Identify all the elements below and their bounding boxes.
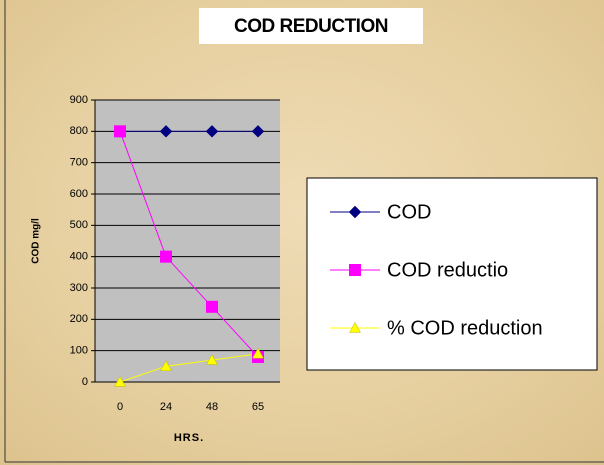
legend-marker [348, 205, 362, 219]
x-tick-label: 0 [117, 401, 123, 413]
title-box [199, 8, 423, 44]
y-tick-label: 300 [70, 282, 88, 294]
triangle-marker [114, 375, 126, 387]
y-tick-label: 500 [70, 219, 88, 231]
legend-marker [349, 321, 361, 333]
y-tick-label: 600 [70, 188, 88, 200]
diamond-marker [205, 125, 219, 138]
diamond-marker [159, 125, 173, 138]
legend-marker [349, 264, 361, 276]
y-tick-label: 700 [70, 157, 88, 169]
chart-title: COD REDUCTION [234, 16, 388, 37]
legend-label: COD [387, 201, 431, 223]
triangle-marker [206, 354, 218, 365]
diamond-marker [251, 125, 265, 138]
square-marker [206, 300, 218, 313]
y-tick-label: 200 [70, 313, 88, 325]
series-line [119, 353, 259, 383]
square-marker [160, 250, 172, 263]
x-tick-label: 65 [252, 401, 264, 413]
x-tick-label: 24 [160, 401, 172, 413]
series-line [119, 131, 259, 358]
y-axis-label: COD mg/l [31, 218, 42, 264]
y-tick-label: 900 [70, 94, 88, 106]
legend-label: COD reductio [387, 259, 508, 281]
square-marker [114, 125, 126, 138]
x-axis-label: HRS. [174, 432, 204, 444]
y-tick-label: 400 [70, 251, 88, 263]
triangle-marker [160, 360, 172, 371]
plot-area [95, 100, 280, 382]
triangle-marker [252, 347, 264, 359]
x-tick-label: 48 [206, 401, 218, 413]
y-tick-label: 100 [70, 345, 88, 357]
y-tick-label: 800 [70, 125, 88, 137]
legend-label: % COD reduction [387, 317, 543, 339]
y-tick-label: 0 [82, 376, 88, 388]
